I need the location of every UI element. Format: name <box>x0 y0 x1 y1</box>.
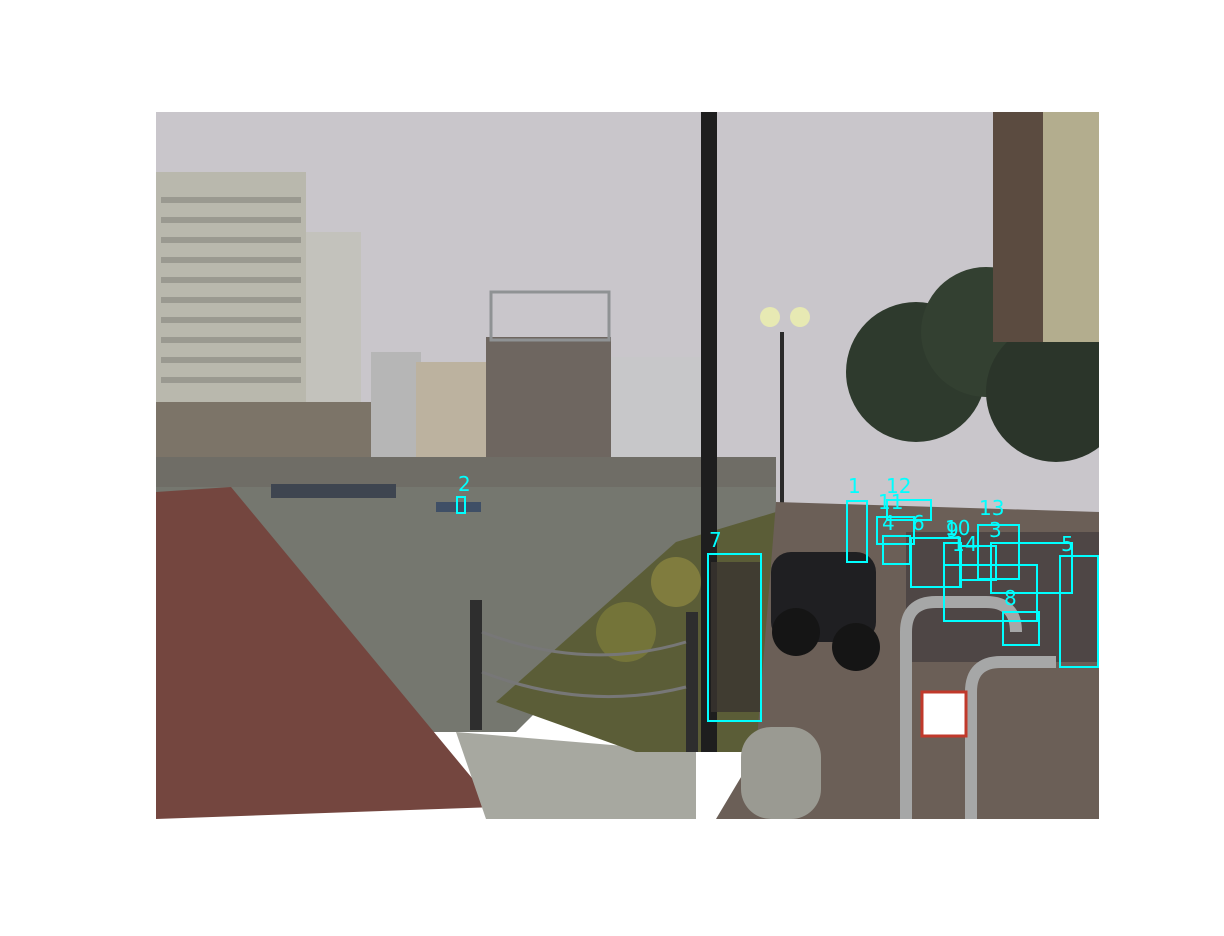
distant-building <box>371 352 421 462</box>
lamp-globe <box>790 307 810 327</box>
bicycle <box>711 562 761 712</box>
detection-label-12: 12 <box>886 474 912 498</box>
street-lamp <box>780 332 784 562</box>
detection-label-4: 4 <box>882 511 895 535</box>
detection-label-7: 7 <box>709 528 722 552</box>
small-boat <box>436 502 481 512</box>
detection-label-9: 9 <box>946 518 959 542</box>
detection-box-2 <box>456 496 466 514</box>
detection-label-1: 1 <box>848 474 861 498</box>
detection-label-14: 14 <box>952 532 978 556</box>
bridge <box>156 457 776 487</box>
detection-box-1 <box>846 500 868 563</box>
detection-label-13: 13 <box>979 496 1005 520</box>
detection-label-10: 10 <box>945 516 971 540</box>
metal-barrier <box>900 596 1022 819</box>
street-photo: 1 2 3 4 5 6 7 8 9 10 11 12 13 14 <box>156 112 1099 819</box>
detection-label-5: 5 <box>1061 532 1074 556</box>
detection-label-11: 11 <box>878 490 904 514</box>
detection-box-3 <box>977 524 1020 580</box>
lamp-globe <box>760 307 780 327</box>
bollard <box>470 600 482 730</box>
distant-building <box>416 362 486 462</box>
rooftop-scaffold <box>489 290 611 342</box>
detection-box-5 <box>1059 555 1099 668</box>
detection-box-7 <box>707 553 762 722</box>
no-bicycle-sign <box>920 690 968 738</box>
detection-box-13 <box>990 542 1073 594</box>
photo-scene <box>156 112 1099 819</box>
detection-label-6: 6 <box>912 511 925 535</box>
metal-barrier <box>965 656 1056 819</box>
detection-box-14 <box>959 545 997 581</box>
chain <box>481 670 687 699</box>
bollard <box>686 612 698 752</box>
walkway <box>456 732 696 819</box>
distant-building <box>611 357 701 457</box>
ground-floor-shops <box>156 402 406 467</box>
detection-label-3: 3 <box>989 518 1002 542</box>
tree <box>986 322 1099 462</box>
detection-box-12 <box>886 499 932 521</box>
barge <box>271 484 396 498</box>
granite-wall <box>156 487 496 819</box>
detection-box-11 <box>876 516 915 545</box>
detection-label-2: 2 <box>458 472 471 496</box>
chain <box>481 630 687 657</box>
tall-building-right <box>1043 112 1099 342</box>
tall-building-right <box>993 112 1043 342</box>
stone-bollard <box>741 727 821 819</box>
brown-office-building <box>486 337 611 462</box>
detection-box-8 <box>1002 611 1040 646</box>
detection-box-10 <box>943 542 962 588</box>
